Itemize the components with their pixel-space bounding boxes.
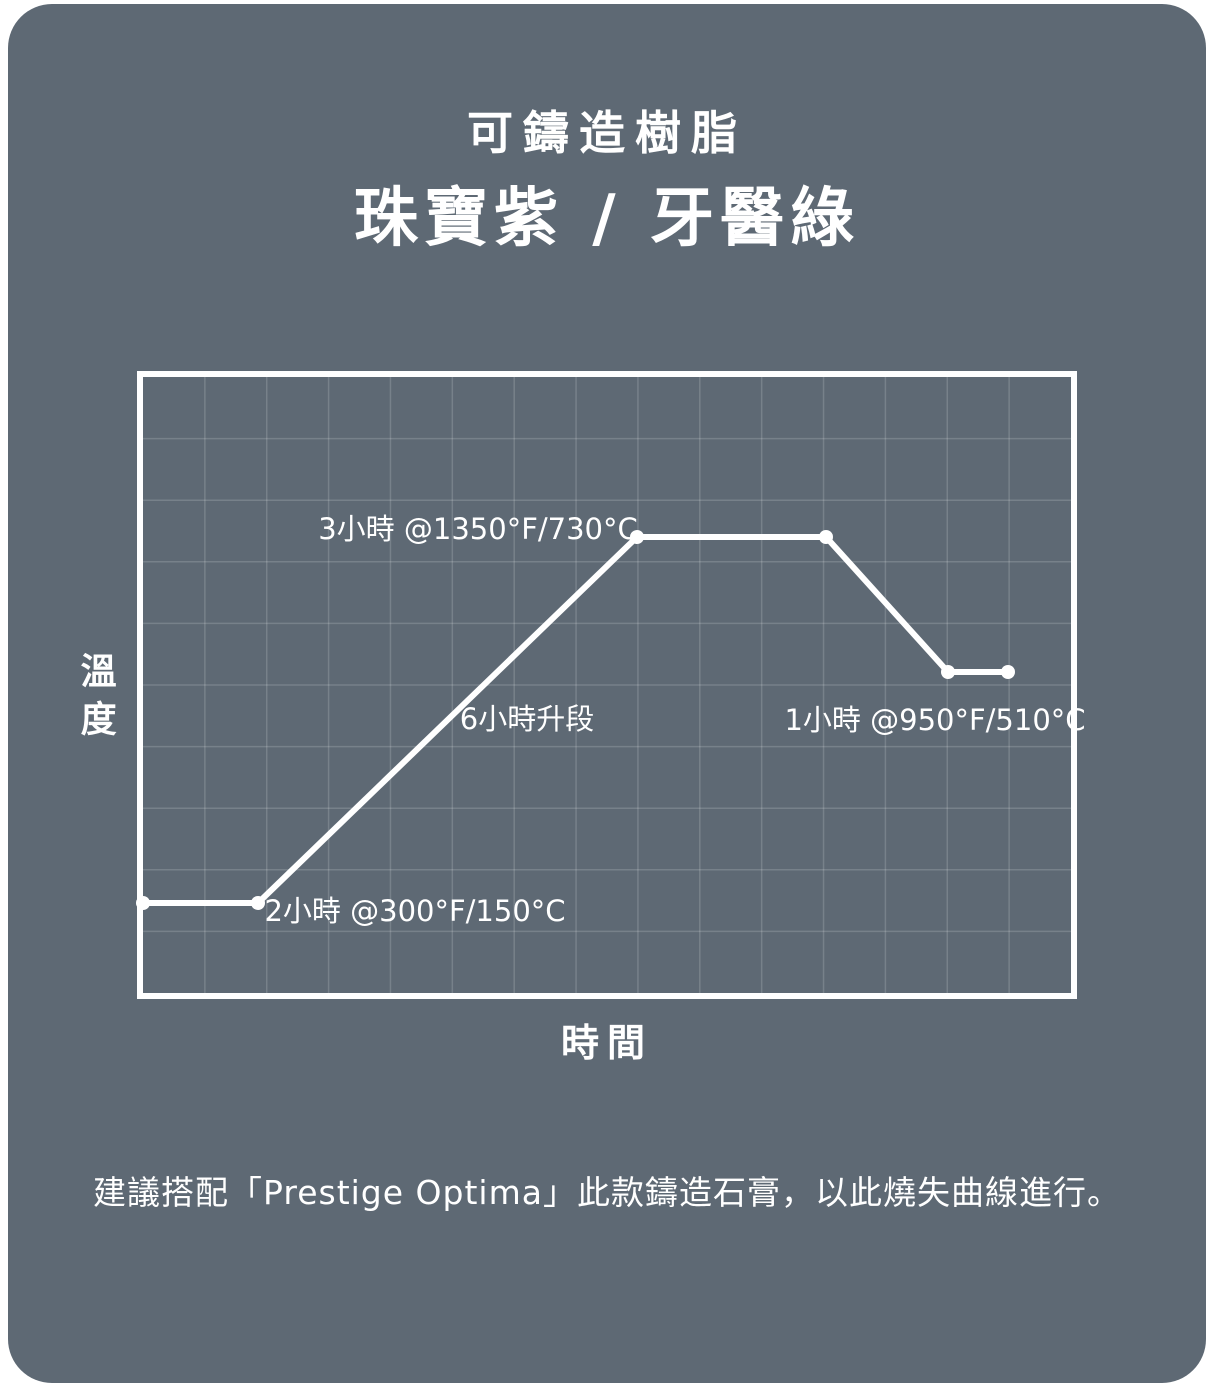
y-axis-label: 溫度 bbox=[74, 652, 116, 748]
footnote-recommendation: 建議搭配「Prestige Optima」此款鑄造石膏，以此燒失曲線進行。 bbox=[93, 1173, 1121, 1212]
title-product-name: 珠寶紫 / 牙醫綠 bbox=[354, 182, 860, 256]
title-product-category: 可鑄造樹脂 bbox=[467, 106, 747, 160]
product-spec-card: 可鑄造樹脂 珠寶紫 / 牙醫綠 溫度 3小時 @1350°F/730°C 6小時… bbox=[8, 4, 1206, 1383]
annotation-final-hold: 1小時 @950°F/510°C bbox=[784, 703, 1086, 737]
annotation-top-hold: 3小時 @1350°F/730°C bbox=[318, 512, 638, 546]
annotation-first-hold: 2小時 @300°F/150°C bbox=[264, 894, 566, 928]
x-axis-label: 時間 bbox=[560, 1021, 653, 1065]
burnout-curve-svg bbox=[136, 377, 1071, 993]
burnout-curve-plot: 3小時 @1350°F/730°C 6小時升段 1小時 @950°F/510°C… bbox=[136, 371, 1086, 999]
annotation-ramp: 6小時升段 bbox=[459, 702, 595, 736]
